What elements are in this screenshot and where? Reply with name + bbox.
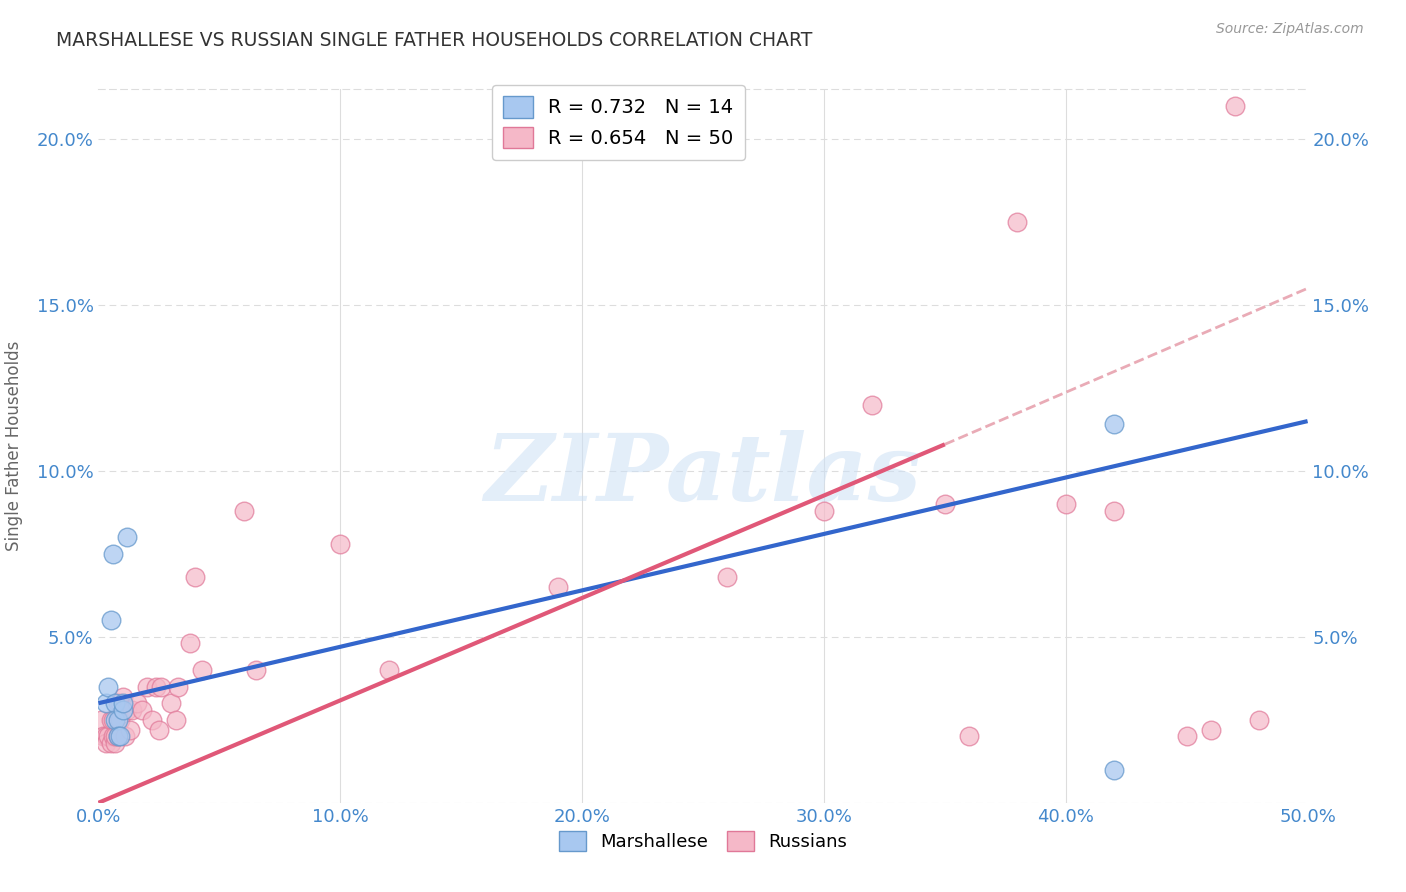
Point: [111, 696, 134, 710]
Point: [145, 680, 167, 694]
Text: Source: ZipAtlas.com: Source: ZipAtlas.com: [1216, 22, 1364, 37]
Point: [111, 690, 134, 704]
Point: [104, 696, 127, 710]
Point: [94, 730, 117, 744]
Point: [160, 696, 183, 710]
Point: [101, 730, 124, 744]
Point: [1007, 215, 1029, 229]
Point: [1102, 417, 1125, 432]
Point: [148, 723, 170, 737]
Point: [813, 504, 835, 518]
Point: [108, 730, 131, 744]
Point: [97, 680, 120, 694]
Point: [94, 736, 117, 750]
Point: [97, 730, 120, 744]
Legend: Marshallese, Russians: Marshallese, Russians: [551, 823, 855, 858]
Point: [377, 663, 399, 677]
Point: [100, 736, 122, 750]
Point: [1102, 763, 1125, 777]
Point: [104, 736, 127, 750]
Point: [1175, 730, 1198, 744]
Point: [934, 497, 956, 511]
Point: [90, 713, 112, 727]
Point: [118, 723, 141, 737]
Point: [127, 696, 149, 710]
Point: [101, 713, 124, 727]
Point: [121, 703, 143, 717]
Point: [860, 397, 883, 411]
Point: [107, 696, 129, 710]
Point: [141, 713, 163, 727]
Point: [957, 730, 980, 744]
Point: [111, 703, 134, 717]
Point: [117, 703, 139, 717]
Point: [329, 537, 352, 551]
Text: ZIPatlas: ZIPatlas: [485, 430, 921, 519]
Point: [184, 570, 207, 584]
Point: [716, 570, 738, 584]
Point: [1249, 713, 1271, 727]
Point: [547, 580, 569, 594]
Point: [104, 730, 127, 744]
Y-axis label: Single Father Households: Single Father Households: [4, 341, 22, 551]
Point: [232, 504, 254, 518]
Point: [1223, 99, 1246, 113]
Point: [104, 713, 127, 727]
Point: [108, 696, 131, 710]
Point: [101, 547, 124, 561]
Point: [100, 613, 122, 627]
Point: [245, 663, 267, 677]
Point: [94, 696, 117, 710]
Point: [135, 680, 157, 694]
Point: [107, 730, 129, 744]
Point: [150, 680, 173, 694]
Text: MARSHALLESE VS RUSSIAN SINGLE FATHER HOUSEHOLDS CORRELATION CHART: MARSHALLESE VS RUSSIAN SINGLE FATHER HOU…: [56, 31, 813, 50]
Point: [114, 730, 136, 744]
Point: [1102, 504, 1125, 518]
Point: [107, 713, 129, 727]
Point: [191, 663, 214, 677]
Point: [179, 636, 201, 650]
Point: [100, 713, 122, 727]
Point: [91, 730, 114, 744]
Point: [108, 713, 131, 727]
Point: [1054, 497, 1077, 511]
Point: [107, 730, 129, 744]
Point: [117, 530, 139, 544]
Point: [167, 680, 190, 694]
Point: [165, 713, 187, 727]
Point: [131, 703, 153, 717]
Point: [1199, 723, 1222, 737]
